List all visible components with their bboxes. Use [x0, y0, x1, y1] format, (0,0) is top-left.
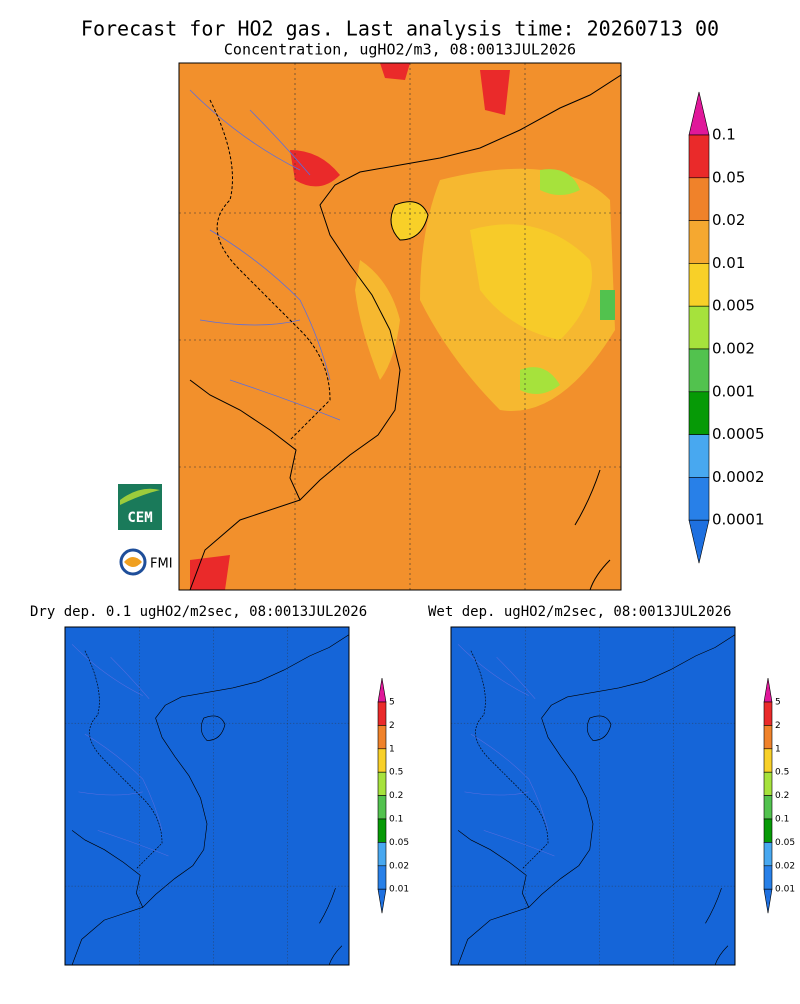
colorbar-label: 0.05 [712, 168, 745, 186]
colorbar-segment [377, 748, 387, 773]
colorbar-segment [688, 305, 710, 350]
colorbar-label: 0.2 [389, 791, 403, 801]
subtitle: Concentration, ugHO2/m3, 08:0013JUL2026 [224, 41, 576, 59]
colorbar-label: 0.02 [389, 861, 409, 871]
colorbar-label: 0.5 [775, 768, 789, 778]
colorbar-segment [763, 725, 773, 750]
dry-map [64, 626, 350, 966]
map-frame [178, 62, 622, 591]
colorbar-label: 0.01 [712, 254, 745, 272]
colorbar-segment [688, 434, 710, 478]
colorbar-label: 0.05 [389, 838, 409, 848]
colorbar-segment [377, 795, 387, 820]
colorbar-label: 5 [775, 698, 781, 708]
dry-panel-title: Dry dep. 0.1 ugHO2/m2sec, 08:0013JUL2026 [30, 604, 367, 620]
colorbar-segment [688, 391, 710, 435]
colorbar-segment [688, 477, 710, 521]
cem-text: CEM [127, 510, 152, 526]
fmi-text: FMI [150, 557, 173, 572]
colorbar-segment [763, 771, 773, 796]
colorbar-segment [763, 865, 773, 890]
colorbar-segment [377, 842, 387, 867]
colorbar-segment [377, 771, 387, 796]
colorbar-label: 0.0001 [712, 511, 765, 529]
colorbar-label: 0.1 [775, 815, 789, 825]
colorbar-segment [688, 220, 710, 264]
colorbar-top [763, 677, 773, 703]
wet-map [450, 626, 736, 966]
colorbar-label: 2 [775, 721, 781, 731]
colorbar-label: 0.1 [389, 815, 403, 825]
colorbar-segment [377, 818, 387, 843]
title: Forecast for HO2 gas. Last analysis time… [81, 17, 719, 41]
colorbar-top [377, 677, 387, 703]
colorbar-label: 0.0005 [712, 425, 765, 443]
colorbar-segment [763, 748, 773, 773]
colorbar-bottom [377, 888, 387, 914]
colorbar-label: 0.0002 [712, 468, 765, 486]
colorbar-segment [688, 263, 710, 307]
colorbar-bottom [763, 888, 773, 914]
colorbar-label: 0.02 [775, 861, 795, 871]
colorbar-label: 0.002 [712, 340, 755, 358]
colorbar-segment [377, 725, 387, 750]
colorbar-segment [763, 795, 773, 820]
fmi-logo: FMI [119, 548, 173, 576]
colorbar-label: 1 [389, 744, 395, 754]
colorbar-label: 0.01 [775, 885, 795, 895]
concentration-map [179, 63, 621, 590]
colorbar-segment [377, 865, 387, 890]
colorbar-segment [763, 842, 773, 867]
cem-logo: CEM [118, 484, 162, 530]
colorbar-segment [688, 348, 710, 393]
colorbar-label: 0.02 [712, 211, 745, 229]
colorbar-label: 0.005 [712, 297, 755, 315]
colorbar-label: 0.01 [389, 885, 409, 895]
colorbar-top [688, 91, 710, 136]
colorbar-label: 0.001 [712, 382, 755, 400]
colorbar-label: 1 [775, 744, 781, 754]
colorbar-label: 5 [389, 698, 395, 708]
colorbar-label: 2 [389, 721, 395, 731]
colorbar-bottom [688, 519, 710, 564]
colorbar-segment [688, 134, 710, 179]
wet-panel-title: Wet dep. ugHO2/m2sec, 08:0013JUL2026 [428, 604, 731, 620]
colorbar-segment [377, 701, 387, 726]
colorbar-segment [763, 818, 773, 843]
colorbar-label: 0.1 [712, 126, 736, 144]
colorbar-segment [763, 701, 773, 726]
colorbar-label: 0.5 [389, 768, 403, 778]
colorbar-segment [688, 177, 710, 221]
colorbar-label: 0.05 [775, 838, 795, 848]
colorbar-label: 0.2 [775, 791, 789, 801]
